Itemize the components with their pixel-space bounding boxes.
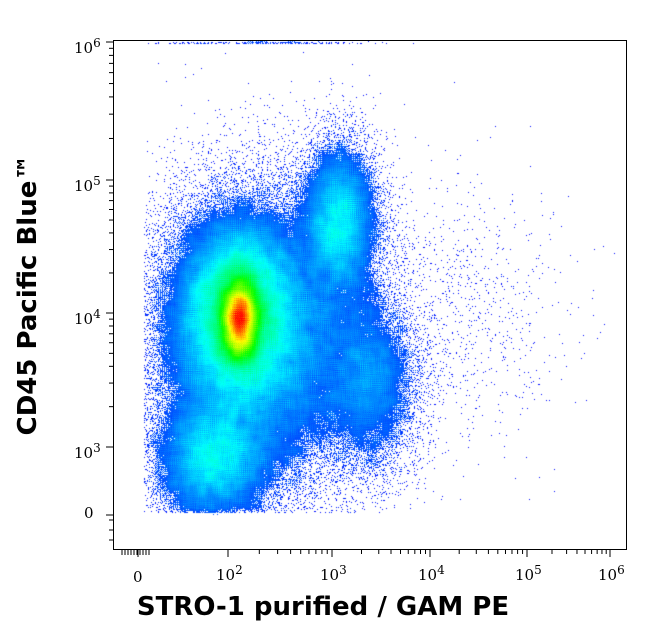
x-tick-label: 106 bbox=[598, 563, 625, 584]
plot-area bbox=[113, 40, 627, 550]
y-tick-label: 106 bbox=[74, 36, 101, 57]
x-tick-label: 104 bbox=[418, 563, 445, 584]
x-tick-label: 0 bbox=[133, 568, 143, 586]
y-tick-label: 103 bbox=[74, 441, 101, 462]
x-axis-label: STRO-1 purified / GAM PE bbox=[136, 592, 510, 622]
density-plot bbox=[114, 41, 625, 548]
y-tick-label: 105 bbox=[74, 174, 101, 195]
y-tick-label: 104 bbox=[74, 307, 101, 328]
x-tick-label: 105 bbox=[515, 563, 542, 584]
x-tick-label: 102 bbox=[216, 563, 243, 584]
y-tick-label: 0 bbox=[84, 504, 94, 522]
y-axis-label: CD45 Pacific Blue™ bbox=[13, 154, 43, 436]
x-tick-label: 103 bbox=[320, 563, 347, 584]
